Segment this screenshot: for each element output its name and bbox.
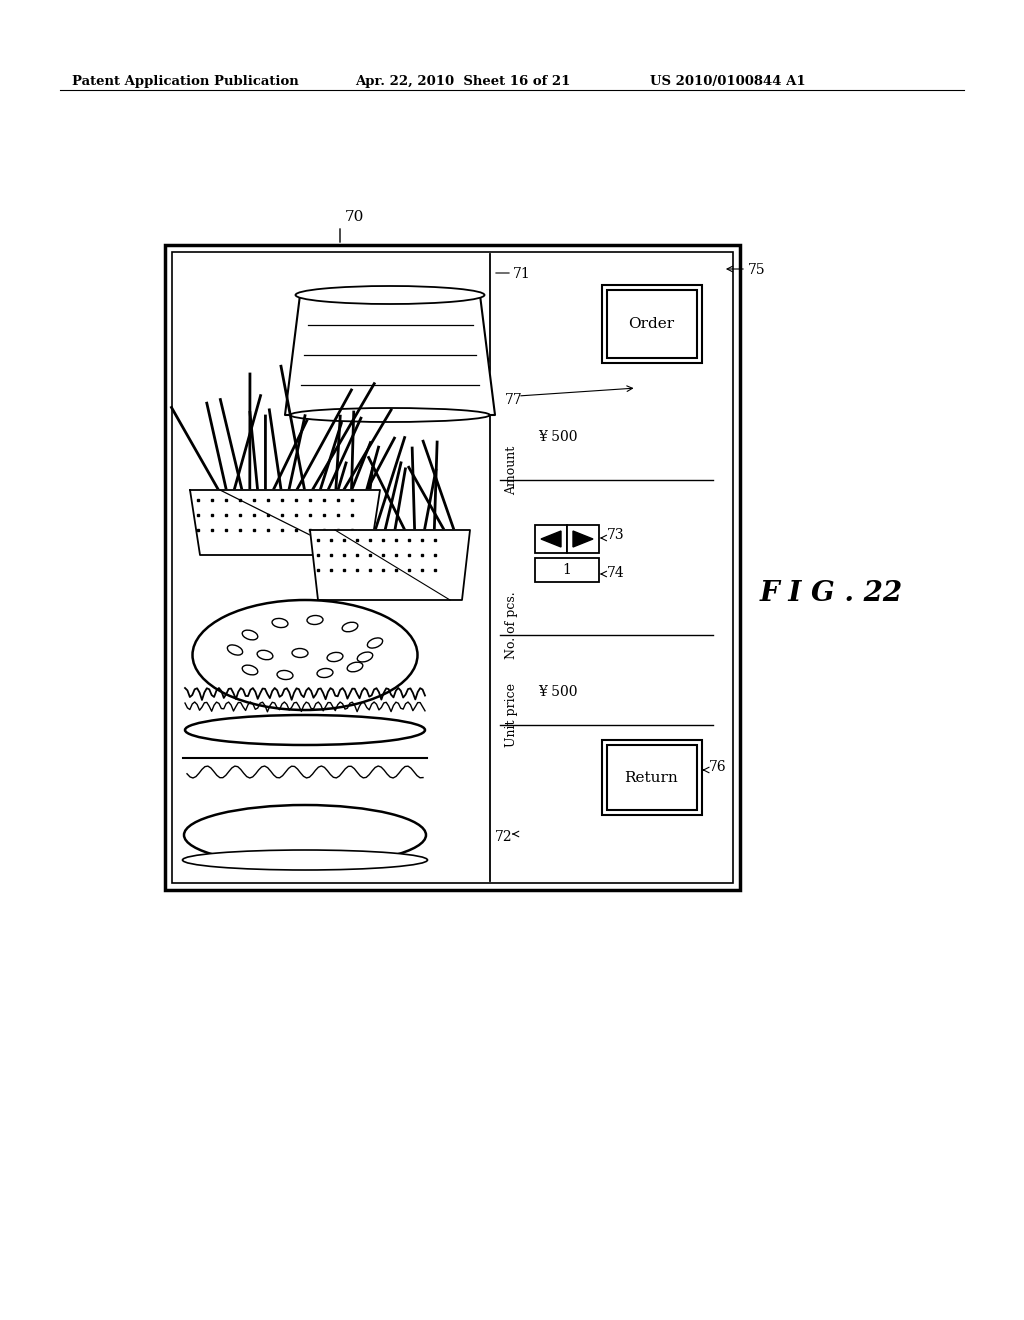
Ellipse shape xyxy=(342,622,357,632)
Polygon shape xyxy=(541,531,561,546)
Bar xyxy=(606,290,696,358)
Text: 70: 70 xyxy=(345,210,365,224)
Bar xyxy=(567,525,599,553)
Bar xyxy=(535,525,567,553)
Ellipse shape xyxy=(357,652,373,661)
Ellipse shape xyxy=(347,663,362,672)
Ellipse shape xyxy=(296,286,484,304)
Text: ¥ 500: ¥ 500 xyxy=(538,430,578,444)
Text: Order: Order xyxy=(629,317,675,331)
Bar xyxy=(606,744,696,810)
Ellipse shape xyxy=(243,630,258,640)
Ellipse shape xyxy=(272,618,288,627)
Polygon shape xyxy=(310,531,470,601)
Bar xyxy=(165,246,740,890)
Ellipse shape xyxy=(290,408,489,422)
Text: 77: 77 xyxy=(505,393,522,407)
Text: Patent Application Publication: Patent Application Publication xyxy=(72,75,299,88)
Ellipse shape xyxy=(182,850,427,870)
Ellipse shape xyxy=(184,805,426,865)
Bar xyxy=(172,252,733,883)
Ellipse shape xyxy=(292,648,308,657)
Text: 75: 75 xyxy=(748,263,766,277)
Ellipse shape xyxy=(278,671,293,680)
Polygon shape xyxy=(573,531,593,546)
Bar xyxy=(601,285,701,363)
Text: US 2010/0100844 A1: US 2010/0100844 A1 xyxy=(650,75,806,88)
Polygon shape xyxy=(285,294,495,414)
Bar xyxy=(535,558,599,582)
Ellipse shape xyxy=(368,638,383,648)
Text: 71: 71 xyxy=(513,267,530,281)
Text: Unit price: Unit price xyxy=(505,682,518,747)
Text: 74: 74 xyxy=(607,566,625,579)
Ellipse shape xyxy=(307,615,323,624)
Ellipse shape xyxy=(185,715,425,744)
Ellipse shape xyxy=(317,668,333,677)
Text: F I G . 22: F I G . 22 xyxy=(760,579,903,607)
Ellipse shape xyxy=(227,645,243,655)
Bar xyxy=(601,741,701,814)
Ellipse shape xyxy=(257,651,272,660)
Text: ¥ 500: ¥ 500 xyxy=(538,685,578,700)
Text: 73: 73 xyxy=(607,528,625,543)
Polygon shape xyxy=(190,490,380,554)
Text: 72: 72 xyxy=(495,830,513,843)
Text: 76: 76 xyxy=(709,760,726,774)
Ellipse shape xyxy=(243,665,258,675)
Text: Apr. 22, 2010  Sheet 16 of 21: Apr. 22, 2010 Sheet 16 of 21 xyxy=(355,75,570,88)
Text: Return: Return xyxy=(625,771,678,784)
Ellipse shape xyxy=(327,652,343,661)
Ellipse shape xyxy=(193,601,418,710)
Text: Amount: Amount xyxy=(505,445,518,495)
Text: 1: 1 xyxy=(562,564,571,577)
Text: No. of pcs.: No. of pcs. xyxy=(505,591,518,659)
